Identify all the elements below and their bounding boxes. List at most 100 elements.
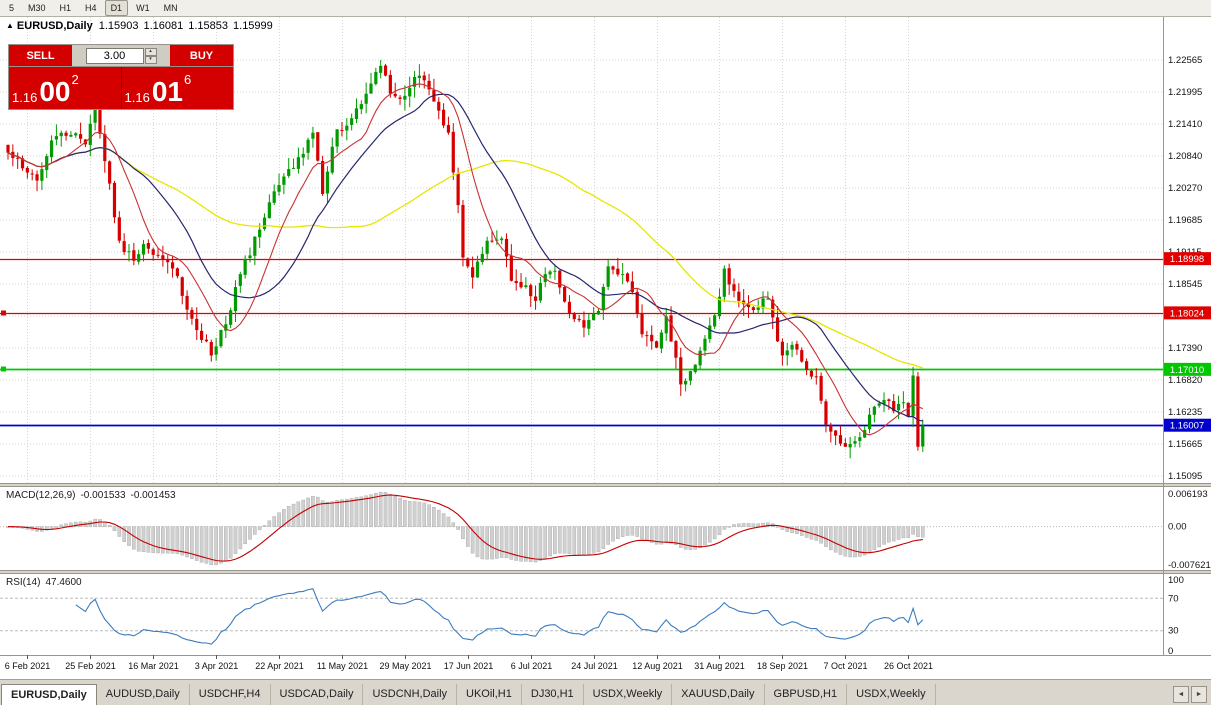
timeframe-button-h1[interactable]: H1 (54, 0, 78, 16)
svg-text:1.21410: 1.21410 (1168, 119, 1202, 130)
chart-arrow-icon: ▲ (6, 21, 14, 30)
time-axis: 6 Feb 2021 25 Feb 2021 16 Mar 2021 3 Apr 20… (5, 655, 933, 671)
chart-tab[interactable]: USDCHF,H4 (190, 684, 271, 705)
svg-text:0.006193: 0.006193 (1168, 489, 1208, 500)
candles-layer (6, 60, 925, 459)
svg-text:70: 70 (1168, 593, 1179, 604)
svg-text:1.19685: 1.19685 (1168, 215, 1202, 226)
chart-tab[interactable]: USDX,Weekly (847, 684, 936, 705)
svg-text:1.17390: 1.17390 (1168, 343, 1202, 354)
sell-price-panel[interactable]: 1.16 00 2 (9, 67, 121, 109)
chart-tab[interactable]: USDCNH,Daily (363, 684, 458, 705)
svg-text:1.15095: 1.15095 (1168, 471, 1202, 482)
svg-text:1.18998: 1.18998 (1170, 254, 1204, 265)
volume-up-icon[interactable]: ▴ (144, 47, 157, 56)
timeframe-button-h4[interactable]: H4 (79, 0, 103, 16)
chart-tab[interactable]: UKOil,H1 (457, 684, 522, 705)
macd-signal-value: -0.001453 (130, 490, 176, 501)
svg-text:12 Aug 2021: 12 Aug 2021 (632, 661, 683, 671)
svg-text:1.15665: 1.15665 (1168, 439, 1202, 450)
svg-text:1.22565: 1.22565 (1168, 55, 1202, 66)
sell-price-pip-digit: 2 (71, 72, 79, 87)
timeframe-toolbar: 5 M30 H1 H4 D1 W1 MN (0, 0, 1211, 17)
svg-text:1.18024: 1.18024 (1170, 308, 1204, 319)
price-pane (0, 60, 1163, 459)
timeframe-button-mn[interactable]: MN (158, 0, 184, 16)
svg-text:-0.007621: -0.007621 (1168, 560, 1211, 571)
rsi-name: RSI(14) (6, 577, 41, 588)
svg-text:22 Apr 2021: 22 Apr 2021 (255, 661, 304, 671)
ohlc-high: 1.16081 (143, 20, 184, 32)
sell-price-prefix: 1.16 (12, 90, 38, 105)
svg-text:31 Aug 2021: 31 Aug 2021 (694, 661, 745, 671)
svg-text:6 Feb 2021: 6 Feb 2021 (5, 661, 51, 671)
timeframe-button-d1[interactable]: D1 (104, 0, 129, 16)
buy-button[interactable]: BUY (170, 45, 233, 66)
chart-symbol-label: EURUSD,Daily (16, 20, 93, 32)
chart-tab[interactable]: EURUSD,Daily (1, 684, 97, 705)
chart-title: ▲ EURUSD,Daily 1.15903 1.16081 1.15853 1.1599… (6, 20, 278, 32)
svg-text:18 Sep 2021: 18 Sep 2021 (757, 661, 808, 671)
svg-text:1.20270: 1.20270 (1168, 183, 1202, 194)
macd-main-value: -0.001533 (80, 490, 126, 501)
svg-text:1.16007: 1.16007 (1170, 421, 1204, 432)
chart-tab[interactable]: GBPUSD,H1 (765, 684, 848, 705)
ohlc-low: 1.15853 (188, 20, 229, 32)
svg-text:1.16235: 1.16235 (1168, 407, 1202, 418)
tabs-scroll-right-icon[interactable]: ► (1191, 686, 1207, 703)
svg-text:29 May 2021: 29 May 2021 (379, 661, 431, 671)
svg-text:1.18545: 1.18545 (1168, 279, 1202, 290)
macd-label: MACD(12,26,9) -0.001533 -0.001453 (6, 490, 176, 501)
volume-stepper: ▴ ▾ (144, 47, 157, 64)
svg-text:25 Feb 2021: 25 Feb 2021 (65, 661, 116, 671)
svg-text:0: 0 (1168, 646, 1173, 657)
chart-tab[interactable]: AUDUSD,Daily (97, 684, 190, 705)
svg-text:0.00: 0.00 (1168, 522, 1187, 533)
svg-text:6 Jul 2021: 6 Jul 2021 (511, 661, 553, 671)
grid-layer (0, 17, 1163, 483)
chart-window: 1.22565 1.21995 1.21410 1.20840 1.20270 1.196… (0, 17, 1211, 679)
svg-text:16 Mar 2021: 16 Mar 2021 (128, 661, 179, 671)
price-axis: 1.22565 1.21995 1.21410 1.20840 1.20270 1.196… (1168, 55, 1211, 657)
svg-text:7 Oct 2021: 7 Oct 2021 (823, 661, 867, 671)
timeframe-button-5[interactable]: 5 (3, 0, 20, 16)
rsi-value: 47.4600 (45, 577, 82, 588)
macd-name: MACD(12,26,9) (6, 490, 76, 501)
svg-text:17 Jun 2021: 17 Jun 2021 (444, 661, 494, 671)
sell-price-big-digits: 00 (39, 76, 71, 107)
chart-tabs: EURUSD,Daily AUDUSD,Daily USDCHF,H4 USDCAD,… (1, 684, 1170, 705)
buy-price-prefix: 1.16 (124, 90, 150, 105)
sell-button[interactable]: SELL (9, 45, 72, 66)
tabs-scroll-left-icon[interactable]: ◄ (1173, 686, 1189, 703)
chart-tab[interactable]: USDX,Weekly (584, 684, 673, 705)
timeframe-button-w1[interactable]: W1 (130, 0, 156, 16)
macd-pane (0, 491, 1163, 566)
ohlc-close: 1.15999 (233, 20, 273, 32)
svg-text:1.21995: 1.21995 (1168, 87, 1202, 98)
buy-price-panel[interactable]: 1.16 01 6 (120, 67, 233, 109)
volume-down-icon[interactable]: ▾ (144, 55, 157, 64)
buy-price-big-digits: 01 (151, 76, 183, 107)
svg-text:1.17010: 1.17010 (1170, 365, 1204, 376)
timeframe-button-m30[interactable]: M30 (22, 0, 52, 16)
svg-text:26 Oct 2021: 26 Oct 2021 (884, 661, 933, 671)
buy-price-pip-digit: 6 (183, 72, 192, 87)
volume-control: ▴ ▾ (72, 45, 170, 66)
rsi-pane (0, 588, 1163, 645)
svg-text:1.20840: 1.20840 (1168, 151, 1202, 162)
chart-canvas[interactable]: 1.22565 1.21995 1.21410 1.20840 1.20270 1.196… (0, 17, 1211, 679)
tab-scroll-buttons: ◄ ► (1170, 684, 1210, 705)
chart-tab[interactable]: DJ30,H1 (522, 684, 584, 705)
chart-tab[interactable]: USDCAD,Daily (271, 684, 364, 705)
ohlc-open: 1.15903 (98, 20, 139, 32)
svg-text:1.16820: 1.16820 (1168, 375, 1202, 386)
volume-input[interactable] (85, 47, 144, 64)
chart-tab[interactable]: XAUUSD,Daily (672, 684, 765, 705)
svg-text:100: 100 (1168, 575, 1184, 586)
chart-tab-bar: EURUSD,Daily AUDUSD,Daily USDCHF,H4 USDCAD,… (0, 679, 1211, 705)
svg-text:3 Apr 2021: 3 Apr 2021 (195, 661, 239, 671)
svg-text:30: 30 (1168, 626, 1179, 637)
rsi-label: RSI(14) 47.4600 (6, 577, 82, 588)
svg-text:24 Jul 2021: 24 Jul 2021 (571, 661, 618, 671)
